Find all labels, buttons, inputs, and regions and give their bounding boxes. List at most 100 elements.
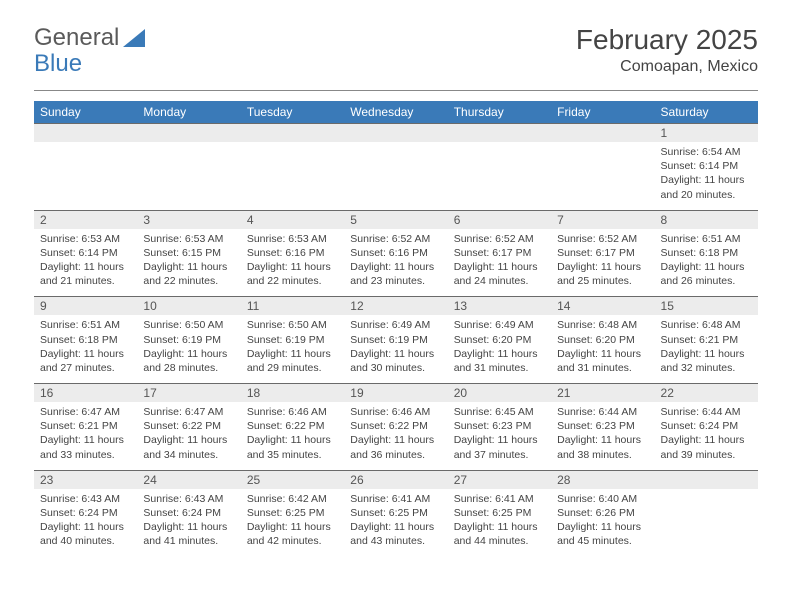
day-details: Sunrise: 6:44 AMSunset: 6:23 PMDaylight:… xyxy=(551,402,654,470)
calendar-cell: 10Sunrise: 6:50 AMSunset: 6:19 PMDayligh… xyxy=(137,296,240,383)
day-details xyxy=(551,142,654,194)
day-number xyxy=(551,123,654,142)
day-number: 2 xyxy=(34,210,137,229)
day-details: Sunrise: 6:43 AMSunset: 6:24 PMDaylight:… xyxy=(34,489,137,557)
calendar-cell: 24Sunrise: 6:43 AMSunset: 6:24 PMDayligh… xyxy=(137,470,240,557)
calendar-cell: 5Sunrise: 6:52 AMSunset: 6:16 PMDaylight… xyxy=(344,210,447,297)
day-number: 3 xyxy=(137,210,240,229)
logo-word2: Blue xyxy=(34,50,82,78)
day-details xyxy=(655,489,758,541)
day-number xyxy=(344,123,447,142)
day-number: 11 xyxy=(241,296,344,315)
day-details: Sunrise: 6:41 AMSunset: 6:25 PMDaylight:… xyxy=(344,489,447,557)
day-number: 5 xyxy=(344,210,447,229)
calendar-body: 1Sunrise: 6:54 AMSunset: 6:14 PMDaylight… xyxy=(34,123,758,556)
day-number: 26 xyxy=(344,470,447,489)
day-details: Sunrise: 6:50 AMSunset: 6:19 PMDaylight:… xyxy=(137,315,240,383)
day-details: Sunrise: 6:40 AMSunset: 6:26 PMDaylight:… xyxy=(551,489,654,557)
calendar-row: 16Sunrise: 6:47 AMSunset: 6:21 PMDayligh… xyxy=(34,383,758,470)
calendar-cell: 1Sunrise: 6:54 AMSunset: 6:14 PMDaylight… xyxy=(655,123,758,210)
day-number: 7 xyxy=(551,210,654,229)
day-header: Monday xyxy=(137,101,240,123)
month-title: February 2025 xyxy=(576,24,758,56)
day-header: Friday xyxy=(551,101,654,123)
day-number: 22 xyxy=(655,383,758,402)
calendar-cell: 3Sunrise: 6:53 AMSunset: 6:15 PMDaylight… xyxy=(137,210,240,297)
day-header-row: SundayMondayTuesdayWednesdayThursdayFrid… xyxy=(34,101,758,123)
day-number: 15 xyxy=(655,296,758,315)
day-details: Sunrise: 6:54 AMSunset: 6:14 PMDaylight:… xyxy=(655,142,758,210)
day-number: 24 xyxy=(137,470,240,489)
day-header: Sunday xyxy=(34,101,137,123)
day-number: 4 xyxy=(241,210,344,229)
calendar-row: 23Sunrise: 6:43 AMSunset: 6:24 PMDayligh… xyxy=(34,470,758,557)
day-details: Sunrise: 6:48 AMSunset: 6:20 PMDaylight:… xyxy=(551,315,654,383)
calendar-cell xyxy=(344,123,447,210)
day-details: Sunrise: 6:53 AMSunset: 6:15 PMDaylight:… xyxy=(137,229,240,297)
day-details: Sunrise: 6:45 AMSunset: 6:23 PMDaylight:… xyxy=(448,402,551,470)
calendar-cell: 26Sunrise: 6:41 AMSunset: 6:25 PMDayligh… xyxy=(344,470,447,557)
day-details xyxy=(344,142,447,194)
calendar-cell xyxy=(448,123,551,210)
calendar-cell: 19Sunrise: 6:46 AMSunset: 6:22 PMDayligh… xyxy=(344,383,447,470)
calendar-cell xyxy=(655,470,758,557)
day-number: 12 xyxy=(344,296,447,315)
calendar-cell xyxy=(241,123,344,210)
calendar-cell: 2Sunrise: 6:53 AMSunset: 6:14 PMDaylight… xyxy=(34,210,137,297)
day-header: Wednesday xyxy=(344,101,447,123)
day-header: Saturday xyxy=(655,101,758,123)
logo-word1: General xyxy=(34,24,119,52)
calendar-row: 2Sunrise: 6:53 AMSunset: 6:14 PMDaylight… xyxy=(34,210,758,297)
day-details: Sunrise: 6:52 AMSunset: 6:17 PMDaylight:… xyxy=(551,229,654,297)
calendar-row: 1Sunrise: 6:54 AMSunset: 6:14 PMDaylight… xyxy=(34,123,758,210)
calendar-cell xyxy=(34,123,137,210)
calendar-cell: 16Sunrise: 6:47 AMSunset: 6:21 PMDayligh… xyxy=(34,383,137,470)
day-details: Sunrise: 6:42 AMSunset: 6:25 PMDaylight:… xyxy=(241,489,344,557)
day-details: Sunrise: 6:52 AMSunset: 6:16 PMDaylight:… xyxy=(344,229,447,297)
day-details: Sunrise: 6:47 AMSunset: 6:21 PMDaylight:… xyxy=(34,402,137,470)
day-details: Sunrise: 6:51 AMSunset: 6:18 PMDaylight:… xyxy=(34,315,137,383)
calendar-cell: 17Sunrise: 6:47 AMSunset: 6:22 PMDayligh… xyxy=(137,383,240,470)
calendar-cell: 22Sunrise: 6:44 AMSunset: 6:24 PMDayligh… xyxy=(655,383,758,470)
day-number: 21 xyxy=(551,383,654,402)
day-number xyxy=(137,123,240,142)
day-number: 10 xyxy=(137,296,240,315)
calendar-cell: 11Sunrise: 6:50 AMSunset: 6:19 PMDayligh… xyxy=(241,296,344,383)
calendar-cell: 6Sunrise: 6:52 AMSunset: 6:17 PMDaylight… xyxy=(448,210,551,297)
day-header: Thursday xyxy=(448,101,551,123)
day-number: 27 xyxy=(448,470,551,489)
calendar-cell: 21Sunrise: 6:44 AMSunset: 6:23 PMDayligh… xyxy=(551,383,654,470)
day-number xyxy=(655,470,758,489)
day-number: 6 xyxy=(448,210,551,229)
day-number: 9 xyxy=(34,296,137,315)
day-details: Sunrise: 6:51 AMSunset: 6:18 PMDaylight:… xyxy=(655,229,758,297)
day-details: Sunrise: 6:44 AMSunset: 6:24 PMDaylight:… xyxy=(655,402,758,470)
day-details xyxy=(34,142,137,194)
calendar-cell: 4Sunrise: 6:53 AMSunset: 6:16 PMDaylight… xyxy=(241,210,344,297)
title-block: February 2025 Comoapan, Mexico xyxy=(576,24,758,76)
calendar-cell: 8Sunrise: 6:51 AMSunset: 6:18 PMDaylight… xyxy=(655,210,758,297)
day-details: Sunrise: 6:49 AMSunset: 6:19 PMDaylight:… xyxy=(344,315,447,383)
calendar-cell: 7Sunrise: 6:52 AMSunset: 6:17 PMDaylight… xyxy=(551,210,654,297)
day-number: 18 xyxy=(241,383,344,402)
day-details: Sunrise: 6:52 AMSunset: 6:17 PMDaylight:… xyxy=(448,229,551,297)
calendar-cell: 9Sunrise: 6:51 AMSunset: 6:18 PMDaylight… xyxy=(34,296,137,383)
calendar-cell: 20Sunrise: 6:45 AMSunset: 6:23 PMDayligh… xyxy=(448,383,551,470)
day-details: Sunrise: 6:47 AMSunset: 6:22 PMDaylight:… xyxy=(137,402,240,470)
day-details: Sunrise: 6:49 AMSunset: 6:20 PMDaylight:… xyxy=(448,315,551,383)
calendar-cell: 12Sunrise: 6:49 AMSunset: 6:19 PMDayligh… xyxy=(344,296,447,383)
day-number: 8 xyxy=(655,210,758,229)
logo-triangle-icon xyxy=(123,29,145,47)
day-details: Sunrise: 6:43 AMSunset: 6:24 PMDaylight:… xyxy=(137,489,240,557)
calendar-cell: 14Sunrise: 6:48 AMSunset: 6:20 PMDayligh… xyxy=(551,296,654,383)
day-number: 16 xyxy=(34,383,137,402)
calendar-cell xyxy=(551,123,654,210)
day-number xyxy=(448,123,551,142)
day-number xyxy=(241,123,344,142)
day-number: 25 xyxy=(241,470,344,489)
calendar-cell xyxy=(137,123,240,210)
day-details: Sunrise: 6:48 AMSunset: 6:21 PMDaylight:… xyxy=(655,315,758,383)
day-number: 28 xyxy=(551,470,654,489)
day-number: 20 xyxy=(448,383,551,402)
day-number xyxy=(34,123,137,142)
